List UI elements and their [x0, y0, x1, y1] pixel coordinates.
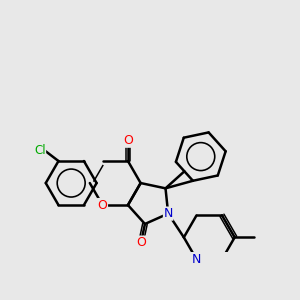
Text: O: O	[136, 236, 146, 249]
Text: N: N	[192, 253, 201, 266]
Text: O: O	[123, 134, 133, 147]
Text: Cl: Cl	[34, 144, 46, 157]
Text: N: N	[164, 207, 173, 220]
Text: O: O	[98, 199, 107, 212]
